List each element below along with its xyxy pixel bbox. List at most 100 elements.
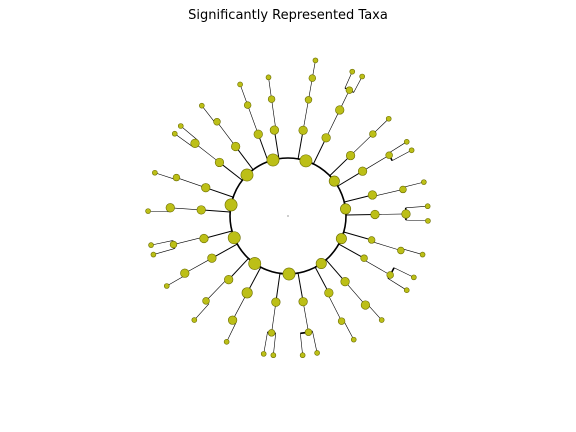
taxon-node-50 (223, 339, 230, 345)
branch-radial (343, 320, 354, 340)
branch-radial (148, 210, 171, 213)
taxon-node-75 (214, 157, 225, 168)
taxon-node-80 (237, 81, 243, 88)
branch-radial (344, 71, 353, 89)
branch-radial (263, 332, 268, 354)
branch-radial (387, 141, 407, 154)
branch-radial (228, 258, 249, 280)
taxon-node-30 (403, 287, 410, 293)
branch-radial (353, 76, 363, 93)
taxon-node-78 (231, 141, 241, 152)
branch-radial (372, 189, 404, 197)
branch-radial (343, 231, 372, 241)
taxon-node-27 (397, 246, 405, 255)
branch-radial (312, 137, 327, 165)
branch-radial (153, 248, 175, 255)
taxon-node-6 (345, 86, 354, 94)
taxon-node-47 (267, 329, 276, 337)
taxon-node-38 (337, 317, 346, 325)
branch-radial (174, 133, 193, 147)
taxon-node-20 (367, 190, 378, 200)
taxon-node-3 (298, 125, 308, 135)
taxon-node-68 (152, 169, 158, 176)
taxon-node-59 (207, 253, 217, 263)
taxon-node-49 (282, 267, 296, 281)
taxon-node-83 (265, 74, 272, 81)
branch-radial (371, 241, 401, 251)
taxon-node-15 (385, 151, 393, 159)
branch-radial (393, 267, 414, 278)
branch-radial (302, 99, 309, 131)
taxon-node-18 (421, 179, 427, 185)
taxon-node-69 (172, 173, 181, 182)
taxon-node-64 (227, 231, 241, 245)
taxon-node-53 (191, 317, 198, 323)
branch-radial (271, 99, 277, 130)
branch-radial (203, 230, 233, 240)
branch-radial (194, 143, 220, 163)
branch-radial (350, 133, 374, 156)
branch-radial (273, 333, 276, 356)
taxon-node-21 (424, 203, 431, 210)
branch-radial (329, 155, 351, 177)
branch-radial (314, 266, 330, 294)
root-node (287, 215, 289, 217)
taxon-node-4 (349, 68, 356, 75)
taxon-node-16 (357, 166, 368, 176)
branch-radial (405, 219, 428, 222)
branch-radial (344, 194, 373, 203)
branch-radial (312, 331, 318, 354)
taxon-node-67 (196, 205, 206, 215)
taxon-node-55 (224, 275, 234, 285)
branch-radial (170, 207, 202, 211)
branch-radial (362, 154, 390, 172)
taxon-node-54 (202, 297, 210, 305)
branch-radial (226, 321, 237, 342)
taxon-node-33 (335, 233, 347, 245)
branch-radial (302, 301, 309, 333)
taxon-node-2 (304, 96, 313, 104)
taxon-node-46 (260, 351, 267, 357)
taxon-node-86 (266, 153, 280, 167)
taxon-node-37 (350, 336, 357, 343)
taxon-node-0 (312, 57, 319, 64)
branch-radial (271, 302, 277, 333)
taxon-node-43 (304, 328, 313, 336)
branch-radial (325, 109, 340, 138)
branch-radial (275, 273, 281, 303)
taxon-node-28 (367, 236, 376, 244)
branch-radial (184, 257, 213, 274)
taxon-node-60 (150, 251, 157, 258)
taxon-node-8 (321, 133, 331, 143)
taxon-node-58 (180, 268, 190, 278)
branch-radial (201, 209, 231, 213)
taxon-node-73 (177, 123, 184, 129)
taxon-node-44 (298, 297, 308, 307)
branch-radial (235, 146, 254, 170)
taxon-node-13 (403, 139, 410, 145)
taxon-node-57 (163, 283, 170, 289)
taxon-node-77 (213, 118, 221, 126)
taxon-node-62 (169, 240, 178, 249)
taxon-node-39 (324, 288, 334, 298)
branch-radial (297, 273, 304, 302)
taxon-node-31 (386, 271, 394, 279)
taxon-node-71 (224, 198, 238, 212)
taxon-node-84 (267, 95, 276, 103)
taxon-node-66 (165, 203, 175, 213)
branch-radial (297, 130, 304, 159)
chart-title: Significantly Represented Taxa (188, 8, 388, 23)
taxon-node-36 (340, 277, 350, 287)
taxon-node-41 (314, 350, 320, 356)
taxon-node-35 (360, 300, 371, 310)
taxon-node-70 (201, 183, 211, 193)
taxon-node-74 (190, 138, 200, 148)
branch-radial (387, 278, 407, 291)
taxon-node-34 (378, 317, 385, 323)
taxon-node-7 (335, 105, 345, 115)
taxon-node-23 (401, 209, 411, 219)
branch-radial (194, 303, 210, 321)
branch-radial (154, 172, 176, 180)
branch-radial (392, 150, 412, 161)
